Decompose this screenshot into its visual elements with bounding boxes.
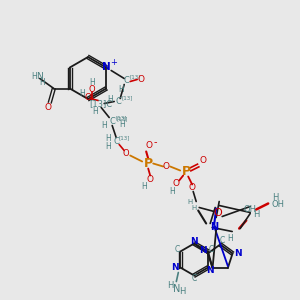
Text: O: O	[146, 141, 153, 150]
Text: H: H	[79, 89, 85, 98]
Text: H: H	[92, 107, 98, 116]
Text: H: H	[105, 134, 111, 143]
Text: OH: OH	[272, 200, 285, 209]
Text: O: O	[123, 149, 130, 158]
Text: H: H	[141, 182, 147, 191]
Text: [13]: [13]	[122, 95, 133, 100]
Text: O: O	[138, 75, 145, 84]
Text: N: N	[172, 263, 179, 272]
Text: N: N	[172, 284, 180, 293]
Text: H: H	[188, 200, 193, 206]
Text: H: H	[31, 72, 37, 81]
Text: -: -	[153, 137, 157, 148]
Text: C: C	[123, 76, 129, 85]
Text: O: O	[85, 93, 92, 102]
Text: H: H	[89, 78, 95, 87]
Text: N: N	[199, 246, 207, 255]
Text: N: N	[210, 221, 218, 232]
Text: [13]: [13]	[130, 74, 141, 79]
Text: O: O	[147, 175, 154, 184]
Text: C: C	[175, 245, 180, 254]
Text: [13]: [13]	[116, 116, 128, 121]
Text: H: H	[39, 78, 45, 87]
Text: O: O	[189, 183, 196, 192]
Text: H: H	[169, 187, 175, 196]
Text: H: H	[227, 234, 233, 243]
Text: O: O	[214, 208, 223, 218]
Text: P: P	[144, 157, 153, 170]
Text: OH: OH	[244, 205, 257, 214]
Text: H: H	[272, 193, 278, 202]
Text: O: O	[89, 85, 95, 94]
Text: N: N	[102, 62, 111, 73]
Text: O: O	[200, 156, 207, 165]
Text: +: +	[110, 58, 117, 67]
Text: [13]C: [13]C	[90, 99, 113, 108]
Text: P: P	[182, 165, 191, 178]
Text: O: O	[44, 103, 51, 112]
Text: C: C	[208, 245, 214, 254]
Text: C: C	[220, 236, 225, 245]
Text: N: N	[234, 249, 242, 258]
Text: H: H	[179, 287, 185, 296]
Text: C: C	[192, 274, 197, 283]
Text: N: N	[36, 72, 43, 81]
Text: [13]: [13]	[116, 115, 127, 120]
Text: H: H	[118, 85, 124, 94]
Text: C: C	[115, 97, 121, 106]
Text: O: O	[173, 179, 180, 188]
Text: C: C	[109, 117, 115, 126]
Text: C: C	[113, 137, 119, 146]
Text: N: N	[206, 266, 214, 275]
Text: H: H	[119, 120, 125, 129]
Text: H: H	[101, 121, 107, 130]
Text: O: O	[163, 162, 170, 171]
Text: H: H	[192, 206, 197, 212]
Text: H: H	[105, 142, 111, 151]
Text: H: H	[107, 95, 113, 104]
Text: [13]: [13]	[118, 135, 130, 140]
Text: H: H	[167, 281, 173, 290]
Text: H: H	[253, 210, 260, 219]
Text: N: N	[190, 237, 198, 246]
